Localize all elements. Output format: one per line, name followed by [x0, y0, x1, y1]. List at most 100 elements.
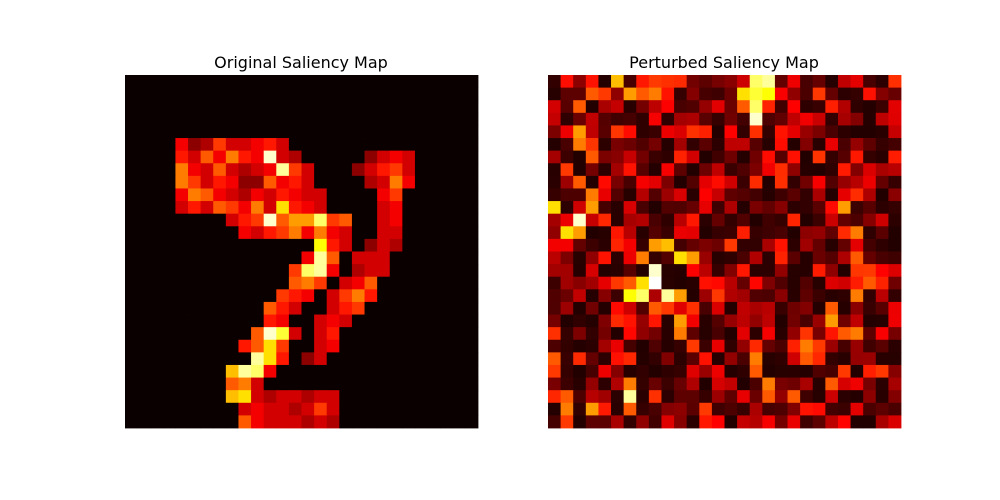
heatmap-cell — [175, 112, 189, 126]
heatmap-cell — [699, 314, 713, 328]
heatmap-cell — [888, 289, 902, 303]
heatmap-cell — [585, 238, 599, 252]
heatmap-cell — [339, 188, 353, 202]
heatmap-cell — [674, 377, 688, 391]
heatmap-cell — [465, 175, 479, 189]
heatmap-cell — [137, 112, 151, 126]
heatmap-cell — [749, 100, 763, 114]
heatmap-cell — [213, 138, 227, 152]
heatmap-cell — [188, 264, 202, 278]
heatmap-cell — [737, 226, 751, 240]
heatmap-cell — [188, 175, 202, 189]
heatmap-cell — [888, 213, 902, 227]
heatmap-cell — [812, 226, 826, 240]
heatmap-cell — [465, 251, 479, 265]
heatmap-cell — [162, 377, 176, 391]
heatmap-cell — [200, 175, 214, 189]
heatmap-cell — [125, 276, 139, 290]
heatmap-cell — [452, 339, 466, 353]
heatmap-cell — [661, 150, 675, 164]
heatmap-cell — [888, 390, 902, 404]
heatmap-cell — [548, 213, 562, 227]
heatmap-cell — [686, 150, 700, 164]
heatmap-cell — [314, 327, 328, 341]
heatmap-cell — [251, 163, 265, 177]
heatmap-cell — [636, 264, 650, 278]
heatmap-cell — [749, 238, 763, 252]
heatmap-cell — [150, 138, 164, 152]
heatmap-cell — [150, 301, 164, 315]
heatmap-cell — [636, 415, 650, 429]
heatmap-cell — [440, 402, 454, 416]
heatmap-cell — [711, 251, 725, 265]
heatmap-cell — [339, 100, 353, 114]
heatmap-cell — [888, 112, 902, 126]
heatmap-cell — [850, 75, 864, 89]
heatmap-cell — [288, 314, 302, 328]
heatmap-cell — [598, 301, 612, 315]
heatmap-cell — [661, 238, 675, 252]
heatmap-cell — [548, 377, 562, 391]
heatmap-cell — [200, 213, 214, 227]
heatmap-cell — [812, 138, 826, 152]
heatmap-cell — [863, 87, 877, 101]
heatmap-cell — [774, 314, 788, 328]
heatmap-cell — [162, 112, 176, 126]
heatmap-cell — [825, 352, 839, 366]
heatmap-cell — [774, 377, 788, 391]
heatmap-cell — [774, 213, 788, 227]
heatmap-cell — [351, 188, 365, 202]
heatmap-cell — [749, 175, 763, 189]
heatmap-cell — [276, 339, 290, 353]
heatmap-cell — [560, 112, 574, 126]
heatmap-cell — [263, 289, 277, 303]
heatmap-cell — [573, 201, 587, 215]
heatmap-cell — [585, 125, 599, 139]
heatmap-cell — [560, 314, 574, 328]
heatmap-cell — [427, 301, 441, 315]
heatmap-cell — [875, 390, 889, 404]
heatmap-cell — [762, 75, 776, 89]
heatmap-perturbed — [548, 75, 902, 429]
heatmap-cell — [598, 264, 612, 278]
heatmap-cell — [548, 112, 562, 126]
heatmap-cell — [188, 213, 202, 227]
heatmap-cell — [326, 238, 340, 252]
heatmap-cell — [213, 377, 227, 391]
heatmap-cell — [351, 100, 365, 114]
title-original: Original Saliency Map — [214, 53, 388, 72]
heatmap-cell — [850, 339, 864, 353]
heatmap-cell — [787, 213, 801, 227]
heatmap-cell — [623, 402, 637, 416]
heatmap-cell — [238, 201, 252, 215]
heatmap-cell — [837, 377, 851, 391]
heatmap-cell — [737, 314, 751, 328]
heatmap-cell — [175, 251, 189, 265]
heatmap-cell — [200, 364, 214, 378]
heatmap-cell — [648, 213, 662, 227]
heatmap-cell — [238, 352, 252, 366]
heatmap-cell — [125, 150, 139, 164]
heatmap-cell — [598, 163, 612, 177]
heatmap-cell — [339, 390, 353, 404]
heatmap-cell — [812, 87, 826, 101]
heatmap-cell — [288, 339, 302, 353]
heatmap-cell — [276, 226, 290, 240]
heatmap-cell — [648, 125, 662, 139]
heatmap-cell — [414, 301, 428, 315]
heatmap-cell — [674, 251, 688, 265]
heatmap-cell — [427, 75, 441, 89]
heatmap-cell — [598, 213, 612, 227]
heatmap-cell — [188, 301, 202, 315]
heatmap-cell — [351, 264, 365, 278]
heatmap-cell — [137, 264, 151, 278]
heatmap-cell — [213, 251, 227, 265]
heatmap-cell — [339, 87, 353, 101]
heatmap-cell — [251, 112, 265, 126]
heatmap-cell — [623, 163, 637, 177]
heatmap-cell — [863, 125, 877, 139]
heatmap-cell — [648, 188, 662, 202]
heatmap-cell — [774, 251, 788, 265]
heatmap-cell — [314, 201, 328, 215]
heatmap-cell — [749, 314, 763, 328]
